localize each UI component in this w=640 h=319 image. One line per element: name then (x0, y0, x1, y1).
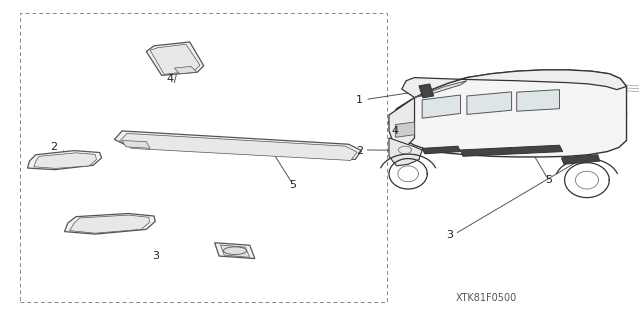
Polygon shape (220, 245, 250, 257)
Polygon shape (422, 146, 461, 154)
Polygon shape (65, 213, 156, 234)
Polygon shape (396, 122, 415, 137)
Polygon shape (389, 70, 627, 157)
Text: 3: 3 (446, 230, 453, 240)
Polygon shape (120, 133, 357, 160)
Text: 1: 1 (356, 95, 363, 105)
Polygon shape (422, 95, 461, 118)
Polygon shape (70, 215, 150, 233)
Polygon shape (461, 145, 563, 156)
Polygon shape (561, 155, 600, 164)
Polygon shape (419, 84, 434, 98)
Text: 2: 2 (50, 142, 57, 152)
Bar (20, 13, 387, 302)
Polygon shape (122, 140, 150, 148)
Polygon shape (147, 42, 204, 75)
Polygon shape (389, 98, 415, 152)
Polygon shape (467, 92, 511, 115)
Polygon shape (115, 131, 362, 160)
Text: 3: 3 (152, 251, 159, 261)
Polygon shape (402, 70, 627, 98)
Polygon shape (174, 66, 196, 74)
Polygon shape (150, 44, 200, 74)
Text: 5: 5 (545, 175, 552, 185)
Text: 4: 4 (392, 126, 399, 136)
Polygon shape (34, 153, 97, 168)
Polygon shape (415, 81, 467, 98)
Polygon shape (389, 138, 422, 166)
Text: XTK81F0500: XTK81F0500 (456, 293, 516, 303)
Polygon shape (214, 243, 255, 259)
Text: 2: 2 (356, 145, 363, 156)
Polygon shape (28, 151, 102, 170)
Text: 5: 5 (290, 180, 297, 190)
Text: 4: 4 (166, 74, 173, 85)
Polygon shape (516, 90, 559, 111)
